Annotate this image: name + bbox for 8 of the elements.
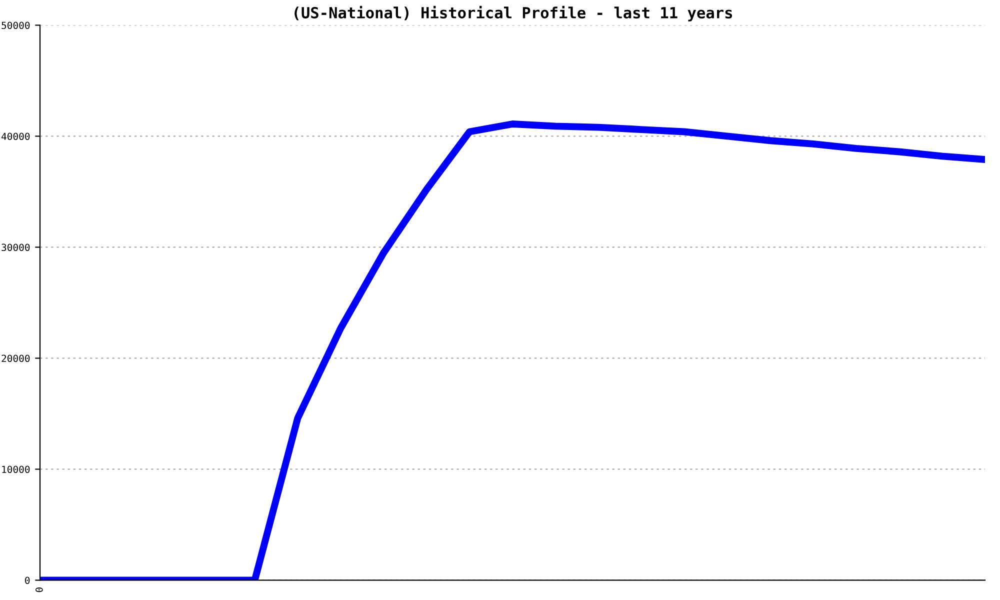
y-tick-label: 20000 — [2, 354, 30, 362]
y-tick-label: 40000 — [1, 132, 30, 140]
y-tick-label: 30000 — [2, 244, 30, 252]
y-tick-label: 10000 — [2, 466, 30, 474]
y-tick-label: 0 — [25, 576, 30, 584]
y-tick-label: 50000 — [2, 22, 30, 30]
text: 0 — [35, 587, 43, 592]
chart-title: (US-National) Historical Profile - last 11 years — [294, 6, 732, 22]
